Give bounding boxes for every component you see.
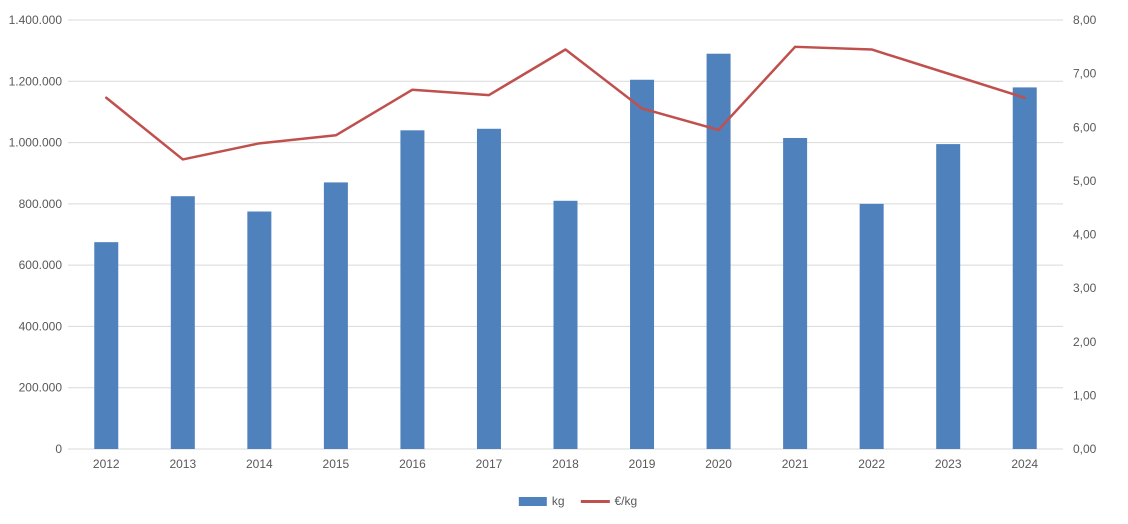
legend-item-eur-per-kg: €/kg bbox=[580, 494, 638, 508]
bar-2017 bbox=[476, 128, 501, 449]
right-axis-tick-label: 0,00 bbox=[1073, 442, 1097, 456]
right-axis-tick-label: 6,00 bbox=[1073, 120, 1097, 134]
x-axis-tick-label: 2013 bbox=[169, 457, 196, 471]
left-axis-tick-label: 800.000 bbox=[19, 197, 63, 211]
line-series-swatch-icon bbox=[580, 499, 610, 503]
right-axis-tick-label: 7,00 bbox=[1073, 67, 1097, 81]
right-axis-tick-label: 4,00 bbox=[1073, 228, 1097, 242]
x-axis-tick-label: 2022 bbox=[858, 457, 885, 471]
bar-2020 bbox=[706, 53, 731, 449]
legend-label-kg: kg bbox=[551, 494, 565, 508]
bar-2022 bbox=[859, 203, 884, 449]
x-axis-tick-label: 2023 bbox=[935, 457, 962, 471]
left-axis-tick-label: 1.400.000 bbox=[9, 13, 63, 27]
x-axis-tick-label: 2014 bbox=[246, 457, 273, 471]
bar-2019 bbox=[630, 79, 655, 449]
bar-series-swatch-icon bbox=[518, 496, 547, 506]
x-axis-tick-label: 2016 bbox=[399, 457, 426, 471]
right-axis-tick-label: 3,00 bbox=[1073, 281, 1097, 295]
x-axis-tick-label: 2019 bbox=[629, 457, 656, 471]
x-axis-tick-label: 2020 bbox=[705, 457, 732, 471]
left-axis-tick-label: 600.000 bbox=[19, 258, 63, 272]
left-axis-tick-label: 1.000.000 bbox=[9, 136, 63, 150]
bar-2024 bbox=[1012, 87, 1037, 450]
left-axis-tick-label: 1.200.000 bbox=[9, 74, 63, 88]
right-axis-tick-label: 8,00 bbox=[1073, 13, 1097, 27]
chart-legend: kg €/kg bbox=[518, 494, 638, 508]
legend-item-kg: kg bbox=[518, 494, 565, 508]
bar-2012 bbox=[94, 242, 119, 449]
bar-2023 bbox=[936, 144, 961, 449]
legend-label-eur-per-kg: €/kg bbox=[614, 494, 638, 508]
bar-2014 bbox=[247, 211, 272, 449]
right-axis-tick-label: 5,00 bbox=[1073, 174, 1097, 188]
bar-2013 bbox=[170, 196, 195, 449]
left-axis-tick-label: 200.000 bbox=[19, 381, 63, 395]
x-axis-tick-label: 2021 bbox=[782, 457, 809, 471]
bar-2021 bbox=[783, 137, 808, 449]
price-line-series bbox=[105, 45, 1026, 161]
x-axis-tick-label: 2012 bbox=[93, 457, 120, 471]
right-axis-tick-label: 1,00 bbox=[1073, 388, 1097, 402]
left-axis-tick-label: 0 bbox=[55, 442, 62, 456]
x-axis-tick-label: 2024 bbox=[1011, 457, 1038, 471]
left-axis-tick-label: 400.000 bbox=[19, 319, 63, 333]
right-axis-tick-label: 2,00 bbox=[1073, 335, 1097, 349]
bar-2018 bbox=[553, 200, 578, 449]
bar-2016 bbox=[400, 130, 425, 450]
x-axis-tick-label: 2017 bbox=[476, 457, 503, 471]
x-axis-tick-label: 2018 bbox=[552, 457, 579, 471]
x-axis-tick-label: 2015 bbox=[323, 457, 350, 471]
bar-2015 bbox=[323, 182, 348, 449]
